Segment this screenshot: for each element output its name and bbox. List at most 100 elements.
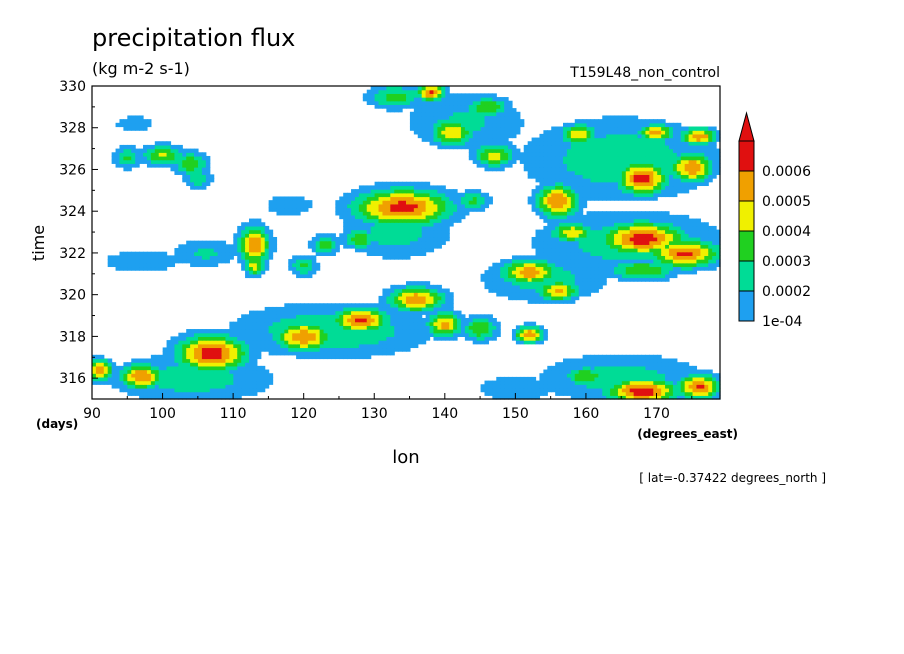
contour-cell	[633, 225, 639, 231]
contour-cell	[559, 233, 564, 238]
contour-cell	[617, 218, 623, 223]
contour-cell	[594, 244, 599, 249]
contour-cell	[578, 365, 584, 371]
contour-cell	[229, 354, 234, 360]
contour-cell	[535, 295, 541, 301]
contour-cell	[547, 211, 552, 216]
contour-cell	[559, 163, 564, 168]
contour-cell	[582, 380, 588, 385]
contour-cell	[174, 148, 179, 153]
contour-cell	[237, 358, 242, 363]
contour-cell	[217, 365, 223, 371]
contour-cell	[229, 329, 234, 334]
contour-cell	[421, 336, 427, 341]
contour-cell	[245, 229, 250, 234]
contour-cell	[468, 192, 474, 198]
contour-cell	[570, 281, 576, 286]
contour-cell	[539, 167, 544, 172]
contour-cell	[539, 152, 544, 157]
contour-cell	[716, 391, 721, 396]
contour-cell	[559, 284, 564, 290]
contour-cell	[311, 329, 317, 334]
contour-cell	[531, 295, 537, 301]
contour-cell	[362, 347, 368, 352]
contour-cell	[237, 369, 242, 374]
contour-cell	[354, 192, 360, 198]
contour-cell	[288, 325, 293, 330]
contour-cell	[653, 277, 658, 282]
contour-cell	[523, 152, 529, 157]
contour-cell	[716, 376, 721, 382]
contour-cell	[672, 174, 678, 179]
contour-cell	[197, 155, 203, 161]
contour-cell	[464, 211, 470, 216]
contour-cell	[480, 148, 486, 153]
contour-cell	[582, 391, 588, 396]
contour-cell	[492, 284, 497, 290]
contour-cell	[657, 185, 662, 190]
contour-cell	[598, 262, 603, 268]
contour-cell	[296, 325, 301, 330]
contour-cell	[194, 347, 199, 352]
contour-cell	[402, 192, 407, 198]
contour-cell	[256, 262, 262, 268]
contour-cell	[555, 159, 560, 164]
contour-cell	[394, 332, 399, 337]
contour-cell	[417, 192, 423, 198]
contour-cell	[229, 395, 234, 400]
contour-cell	[417, 284, 423, 290]
contour-cell	[406, 233, 411, 238]
contour-cell	[398, 284, 403, 290]
contour-cell	[453, 325, 458, 330]
contour-cell	[139, 358, 144, 363]
contour-cell	[390, 251, 395, 256]
contour-cell	[519, 266, 525, 271]
contour-cell	[315, 325, 321, 330]
contour-cell	[339, 347, 344, 352]
contour-cell	[629, 248, 635, 253]
contour-cell	[684, 174, 690, 179]
contour-cell	[535, 185, 541, 190]
contour-cell	[523, 273, 529, 279]
contour-cell	[323, 354, 329, 360]
contour-cell	[578, 233, 584, 238]
contour-cell	[586, 159, 592, 164]
contour-cell	[201, 369, 207, 374]
contour-cell	[492, 395, 497, 400]
contour-cell	[606, 196, 611, 201]
contour-cell	[252, 387, 258, 393]
contour-cell	[672, 273, 678, 279]
contour-cell	[653, 155, 658, 161]
contour-cell	[339, 354, 344, 360]
contour-cell	[621, 240, 627, 245]
contour-cell	[602, 376, 607, 382]
contour-cell	[641, 369, 647, 374]
contour-cell	[123, 266, 128, 271]
contour-cell	[633, 159, 639, 164]
contour-cell	[351, 200, 356, 205]
contour-cell	[390, 233, 395, 238]
contour-cell	[370, 329, 376, 334]
contour-cell	[292, 329, 297, 334]
contour-cell	[409, 192, 415, 198]
contour-cell	[217, 332, 223, 337]
contour-cell	[284, 343, 289, 349]
contour-cell	[578, 362, 584, 367]
contour-cell	[665, 185, 670, 190]
contour-cell	[617, 233, 623, 238]
contour-cell	[637, 152, 643, 157]
contour-cell	[460, 200, 466, 205]
contour-cell	[551, 299, 556, 304]
contour-cell	[221, 365, 227, 371]
contour-cell	[99, 358, 105, 363]
contour-cell	[197, 178, 203, 183]
contour-cell	[358, 222, 364, 227]
contour-cell	[225, 351, 230, 356]
contour-cell	[335, 236, 340, 242]
contour-cell	[331, 310, 336, 315]
contour-cell	[402, 251, 407, 256]
contour-cell	[508, 284, 513, 290]
contour-cell	[523, 336, 529, 341]
contour-cell	[370, 225, 376, 231]
contour-cell	[515, 340, 521, 345]
